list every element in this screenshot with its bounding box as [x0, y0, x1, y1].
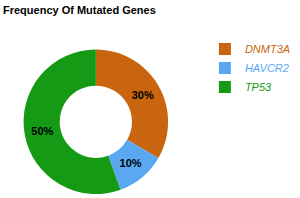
svg-text:30%: 30%	[132, 89, 154, 101]
svg-text:TP53: TP53	[245, 81, 272, 93]
svg-text:Frequency Of Mutated Genes: Frequency Of Mutated Genes	[3, 4, 156, 16]
svg-text:10%: 10%	[120, 157, 142, 169]
svg-text:HAVCR2: HAVCR2	[245, 62, 289, 74]
svg-text:50%: 50%	[31, 125, 53, 137]
svg-text:DNMT3A: DNMT3A	[245, 43, 290, 55]
